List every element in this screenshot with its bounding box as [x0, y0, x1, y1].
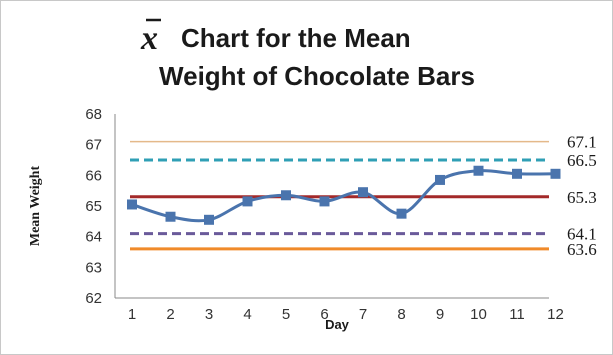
data-point-marker — [396, 208, 407, 219]
x-tick-labels: 1 2 3 4 5 6 7 8 9 10 11 12 — [128, 306, 564, 323]
reference-line-labels: 67.166.5 65.3 64.163.6 — [567, 133, 597, 259]
x-tick-label: 9 — [436, 306, 444, 323]
data-point-marker — [473, 165, 484, 176]
series-layer — [127, 165, 561, 225]
y-tick-label: 63 — [85, 259, 102, 276]
y-tick-label: 66 — [85, 167, 102, 184]
y-tick-label: 64 — [85, 229, 102, 246]
data-point-marker — [319, 196, 330, 207]
x-tick-label: 7 — [359, 306, 367, 323]
chart-title: x Chart for the Mean Weight of Chocolate… — [140, 18, 475, 91]
data-point-marker — [435, 174, 445, 185]
y-tick-label: 68 — [85, 106, 102, 123]
xbar-symbol: x — [140, 20, 158, 57]
y-axis-title: Mean Weight — [28, 166, 43, 247]
y-tick-label: 62 — [85, 290, 102, 307]
reference-line-label: 67.1 — [567, 133, 597, 152]
reference-line-label: 63.6 — [567, 240, 597, 259]
x-tick-label: 6 — [320, 306, 328, 323]
x-tick-label: 12 — [547, 306, 564, 323]
x-tick-label: 10 — [470, 306, 487, 323]
x-tick-label: 5 — [282, 306, 290, 323]
y-tick-label: 67 — [85, 137, 102, 154]
data-point-marker — [358, 187, 368, 198]
x-tick-label: 4 — [243, 306, 251, 323]
data-point-marker — [550, 168, 561, 179]
y-tick-label: 65 — [85, 198, 102, 215]
x-tick-label: 2 — [166, 306, 174, 323]
data-point-marker — [127, 199, 137, 210]
x-tick-label: 3 — [205, 306, 213, 323]
x-tick-label: 11 — [509, 306, 525, 323]
reference-line-label: 65.3 — [567, 188, 597, 207]
data-point-marker — [512, 168, 522, 179]
y-tick-labels: 62 63 64 65 66 67 68 — [85, 106, 102, 307]
data-point-marker — [204, 214, 214, 225]
title-line-1: Chart for the Mean — [181, 23, 411, 53]
x-tick-label: 1 — [128, 306, 136, 323]
reference-line-label: 66.5 — [567, 151, 597, 170]
data-point-marker — [281, 190, 291, 201]
data-point-marker — [242, 196, 253, 207]
x-axis-title: Day — [325, 317, 350, 332]
x-tick-label: 8 — [397, 306, 405, 323]
data-point-marker — [165, 211, 176, 222]
title-line-2: Weight of Chocolate Bars — [159, 61, 475, 91]
reference-lines — [130, 140, 549, 251]
reference-line-label: 64.1 — [567, 225, 597, 244]
